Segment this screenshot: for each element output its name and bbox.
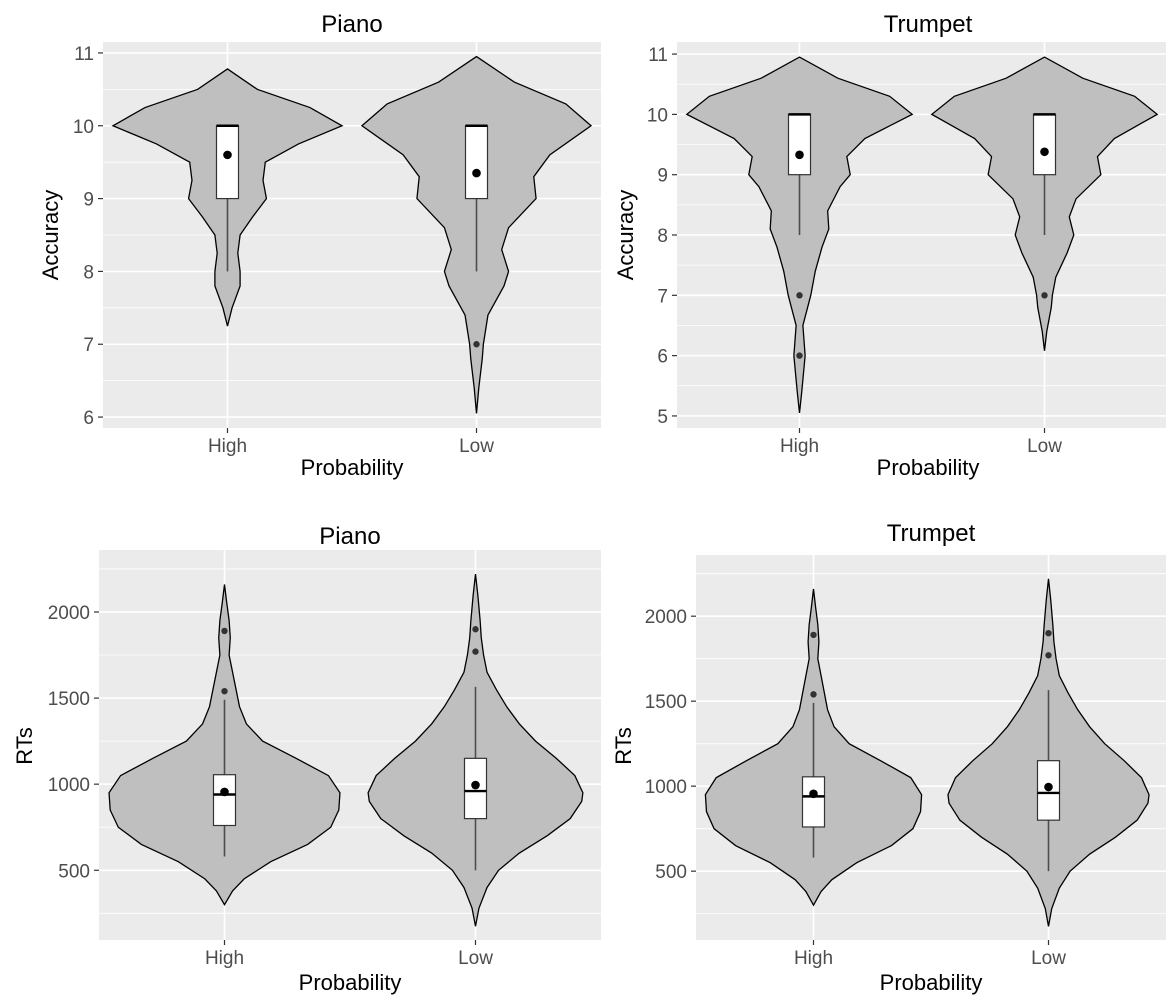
mean-point	[1040, 147, 1049, 157]
x-axis-label: Probability	[301, 455, 404, 480]
x-axis-label: Probability	[299, 970, 402, 995]
chart-panel-trumpet-rts: 500 1000 1500 2000 High Low Trumpet Probability…	[583, 498, 1166, 996]
mean-point	[223, 150, 232, 160]
y-tick-label: 1000	[645, 777, 687, 798]
outlier-point	[221, 627, 228, 635]
x-tick-label: Low	[1031, 948, 1066, 969]
box	[801, 776, 826, 828]
outlier-point	[472, 648, 479, 655]
outlier-point	[1045, 629, 1052, 637]
y-axis-label: Accuracy	[38, 190, 63, 280]
y-tick-label: 11	[74, 44, 94, 65]
x-tick-label: Low	[1027, 436, 1062, 457]
y-tick-label: 2000	[645, 607, 687, 628]
chart-title: Trumpet	[887, 520, 976, 547]
y-tick-label: 500	[58, 861, 90, 882]
outlier-point	[796, 292, 803, 299]
y-tick-label: 2000	[48, 603, 90, 624]
chart-svg: 5 6 7 8 9 10 11 High Low Trumpet Probability Accura…	[613, 11, 1166, 480]
y-tick-label: 5	[657, 407, 668, 428]
y-tick-label: 1000	[48, 775, 90, 796]
mean-point	[220, 787, 229, 797]
x-tick-label: Low	[458, 948, 493, 969]
box	[212, 774, 237, 827]
outlier-point	[810, 631, 817, 639]
chart-svg: 500 1000 1500 2000 High Low Trumpet Probability…	[611, 520, 1166, 995]
y-tick-label: 9	[657, 166, 668, 187]
chart-svg: 500 1000 1500 2000 High Low Piano Probability RT…	[12, 523, 601, 995]
box	[464, 125, 489, 200]
y-tick-label: 10	[73, 117, 94, 138]
mean-point	[795, 150, 804, 160]
chart-title: Piano	[321, 11, 382, 38]
y-tick-label: 6	[83, 408, 94, 429]
box	[215, 125, 240, 200]
y-tick-label: 8	[657, 226, 668, 247]
mean-point	[1044, 782, 1053, 792]
y-axis-label: Accuracy	[613, 190, 638, 280]
outlier-point	[221, 687, 228, 695]
y-axis-label: RTs	[12, 727, 37, 765]
y-tick-label: 1500	[48, 689, 90, 710]
y-tick-label: 11	[648, 45, 668, 66]
y-tick-label: 6	[657, 347, 668, 368]
outlier-point	[1045, 652, 1052, 659]
chart-panel-piano-rts: 500 1000 1500 2000 High Low Piano Probability RT…	[0, 498, 601, 996]
y-axis-label: RTs	[611, 727, 636, 765]
y-tick-label: 7	[83, 335, 94, 356]
x-tick-label: High	[780, 436, 819, 457]
mean-point	[472, 168, 481, 178]
outlier-point	[796, 352, 803, 359]
chart-panel-trumpet-accuracy: 5 6 7 8 9 10 11 High Low Trumpet Probability Accura…	[583, 0, 1166, 498]
outlier-point	[1041, 292, 1048, 299]
chart-svg: 6 7 8 9 10 11 High Low Piano Probability Accuracy	[38, 11, 601, 480]
mean-point	[809, 789, 818, 799]
mean-point	[471, 780, 480, 790]
box	[787, 113, 812, 176]
x-axis-label: Probability	[880, 970, 983, 995]
y-tick-label: 7	[657, 286, 668, 307]
chart-panel-piano-accuracy: 6 7 8 9 10 11 High Low Piano Probability Accuracy	[0, 0, 601, 498]
x-tick-label: High	[208, 436, 247, 457]
outlier-point	[473, 341, 480, 348]
outlier-point	[472, 626, 479, 633]
y-tick-label: 10	[647, 105, 668, 126]
x-tick-label: High	[794, 948, 833, 969]
y-tick-label: 9	[83, 190, 94, 211]
y-tick-label: 500	[655, 862, 687, 883]
x-tick-label: Low	[459, 436, 494, 457]
x-axis-label: Probability	[877, 455, 980, 480]
outlier-point	[810, 691, 817, 698]
chart-title: Trumpet	[884, 11, 973, 38]
chart-title: Piano	[319, 523, 380, 550]
box	[1032, 113, 1057, 176]
y-tick-label: 8	[83, 262, 94, 283]
x-tick-label: High	[205, 948, 244, 969]
y-tick-label: 1500	[645, 692, 687, 713]
